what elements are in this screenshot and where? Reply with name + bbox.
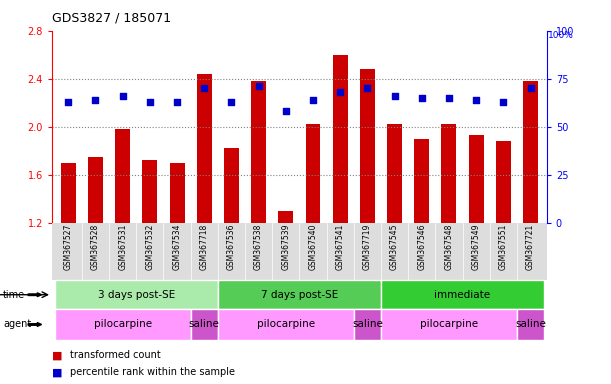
Text: saline: saline: [515, 319, 546, 329]
Text: agent: agent: [3, 319, 31, 329]
Text: GSM367718: GSM367718: [200, 224, 209, 270]
Bar: [142, 161, 157, 223]
Text: transformed count: transformed count: [70, 350, 161, 360]
Text: GSM367719: GSM367719: [363, 224, 372, 270]
Bar: [381, 280, 544, 309]
Point: [90, 97, 100, 103]
Point: [390, 93, 400, 99]
Point: [254, 83, 263, 89]
Bar: [115, 129, 130, 223]
Bar: [191, 309, 218, 340]
Text: immediate: immediate: [434, 290, 491, 300]
Bar: [251, 81, 266, 223]
Point: [227, 99, 236, 105]
Point: [362, 85, 372, 91]
Bar: [517, 309, 544, 340]
Text: 3 days post-SE: 3 days post-SE: [98, 290, 175, 300]
Text: GDS3827 / 185071: GDS3827 / 185071: [52, 12, 171, 25]
Point: [417, 95, 426, 101]
Text: GSM367534: GSM367534: [172, 224, 181, 270]
Point: [118, 93, 128, 99]
Bar: [218, 280, 381, 309]
Bar: [496, 141, 511, 223]
Bar: [88, 157, 103, 223]
Text: GSM367531: GSM367531: [118, 224, 127, 270]
Bar: [218, 309, 354, 340]
Point: [64, 99, 73, 105]
Point: [199, 85, 209, 91]
Bar: [60, 163, 76, 223]
Bar: [306, 124, 320, 223]
Text: 7 days post-SE: 7 days post-SE: [261, 290, 338, 300]
Bar: [354, 309, 381, 340]
Text: GSM367536: GSM367536: [227, 224, 236, 270]
Bar: [414, 139, 430, 223]
Point: [471, 97, 481, 103]
Text: GSM367721: GSM367721: [526, 224, 535, 270]
Point: [145, 99, 155, 105]
Point: [499, 99, 508, 105]
Text: GSM367549: GSM367549: [472, 224, 481, 270]
Text: GSM367545: GSM367545: [390, 224, 399, 270]
Bar: [279, 211, 293, 223]
Point: [335, 89, 345, 95]
Text: pilocarpine: pilocarpine: [93, 319, 152, 329]
Text: ■: ■: [52, 350, 62, 360]
Text: 100%: 100%: [548, 31, 574, 40]
Text: GSM367539: GSM367539: [281, 224, 290, 270]
Text: GSM367528: GSM367528: [91, 224, 100, 270]
Point: [281, 108, 291, 114]
Text: GSM367540: GSM367540: [309, 224, 318, 270]
Text: GSM367532: GSM367532: [145, 224, 155, 270]
Bar: [469, 135, 484, 223]
Text: time: time: [3, 290, 25, 300]
Bar: [381, 309, 517, 340]
Bar: [169, 163, 185, 223]
Text: saline: saline: [352, 319, 383, 329]
Text: GSM367546: GSM367546: [417, 224, 426, 270]
Point: [308, 97, 318, 103]
Bar: [360, 69, 375, 223]
Bar: [54, 309, 191, 340]
Text: GSM367527: GSM367527: [64, 224, 73, 270]
Bar: [333, 55, 348, 223]
Bar: [442, 124, 456, 223]
Point: [525, 85, 535, 91]
Point: [172, 99, 182, 105]
Bar: [54, 280, 218, 309]
Point: [444, 95, 454, 101]
Text: GSM367551: GSM367551: [499, 224, 508, 270]
Bar: [523, 81, 538, 223]
Text: ■: ■: [52, 367, 62, 377]
Text: GSM367541: GSM367541: [335, 224, 345, 270]
Bar: [224, 148, 239, 223]
Text: pilocarpine: pilocarpine: [420, 319, 478, 329]
Bar: [387, 124, 402, 223]
Text: GSM367548: GSM367548: [444, 224, 453, 270]
Text: GSM367538: GSM367538: [254, 224, 263, 270]
Text: percentile rank within the sample: percentile rank within the sample: [70, 367, 235, 377]
Text: pilocarpine: pilocarpine: [257, 319, 315, 329]
Text: saline: saline: [189, 319, 219, 329]
Bar: [197, 74, 211, 223]
